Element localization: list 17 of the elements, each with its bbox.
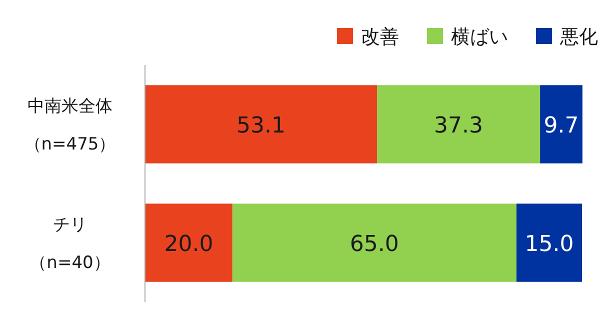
data-label: 15.0 xyxy=(524,232,574,257)
data-label: 65.0 xyxy=(350,232,399,257)
bar xyxy=(145,204,232,282)
bar xyxy=(377,85,540,164)
bar xyxy=(145,85,378,164)
bar xyxy=(540,85,582,164)
bar xyxy=(516,204,582,282)
legend-label: 悪化 xyxy=(559,26,598,48)
data-label: 9.7 xyxy=(544,113,579,138)
y-tick-label: 中南米全体（n=475） xyxy=(24,96,116,154)
data-label: 53.1 xyxy=(236,113,286,138)
bar xyxy=(232,204,516,282)
data-label: 37.3 xyxy=(434,113,484,138)
legend-label: 改善 xyxy=(361,26,399,48)
data-label: 20.0 xyxy=(164,232,214,257)
y-tick-label: チリ（n=40） xyxy=(30,214,110,273)
legend-label: 横ばい xyxy=(451,26,508,48)
